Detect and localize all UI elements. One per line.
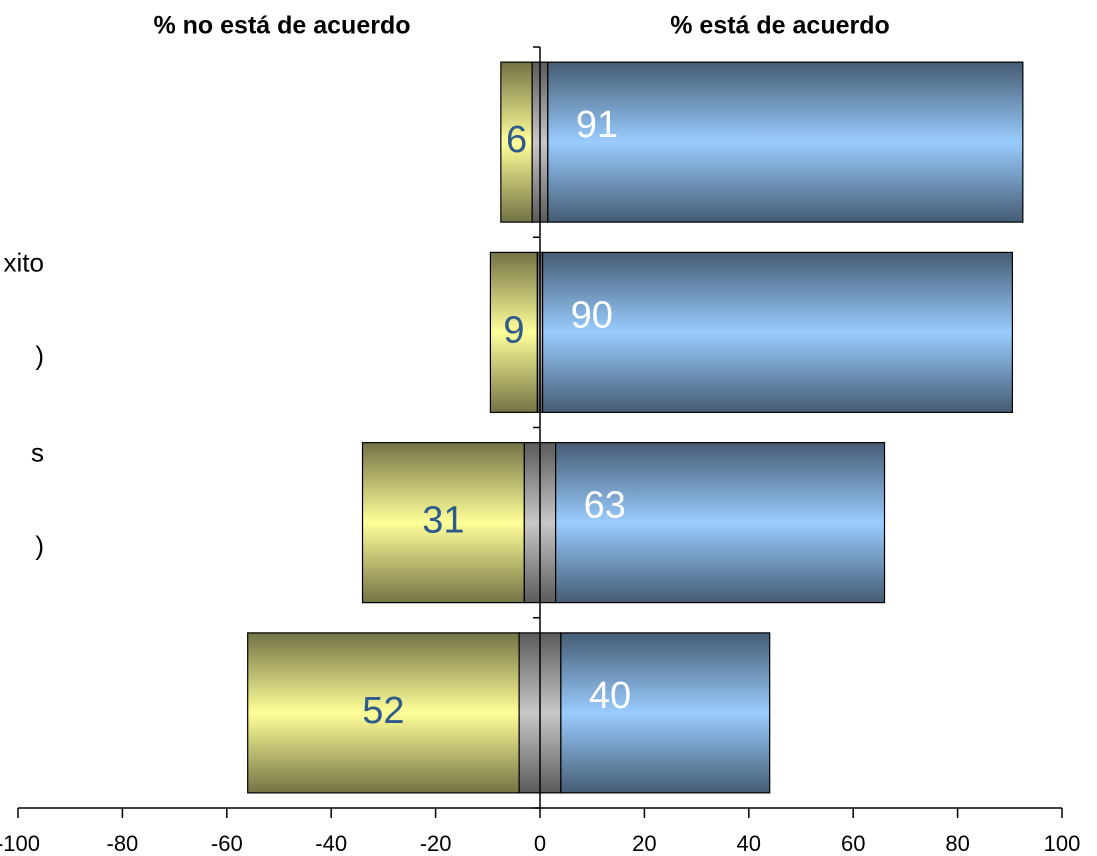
category-label: s <box>31 438 44 468</box>
x-tick-label: 0 <box>534 831 546 856</box>
data-label: 6 <box>506 119 527 161</box>
x-tick-label: -80 <box>107 831 139 856</box>
data-label: 90 <box>571 294 613 336</box>
x-tick-label: -40 <box>315 831 347 856</box>
category-label: xito <box>4 247 44 277</box>
bar-shade <box>547 61 1024 223</box>
bar-shade <box>542 251 1014 413</box>
data-label: 9 <box>503 309 524 351</box>
data-label: 40 <box>589 675 631 717</box>
x-tick-label: 40 <box>737 831 761 856</box>
category-label: ) <box>35 531 44 561</box>
bar-shade <box>560 632 771 794</box>
x-tick-label: 20 <box>632 831 656 856</box>
x-tick-label: -60 <box>211 831 243 856</box>
category-label: ) <box>35 340 44 370</box>
left-header: % no está de acuerdo <box>153 12 410 40</box>
bar-shade <box>555 442 886 604</box>
data-label: 91 <box>576 104 618 146</box>
bar-shade <box>247 632 520 794</box>
x-tick-label: -20 <box>420 831 452 856</box>
x-tick-label: 80 <box>945 831 969 856</box>
data-label: 31 <box>422 500 464 542</box>
x-tick-label: -100 <box>0 831 40 856</box>
x-tick-label: 60 <box>841 831 865 856</box>
data-label: 52 <box>362 690 404 732</box>
x-tick-label: 100 <box>1044 831 1081 856</box>
right-header: % está de acuerdo <box>670 12 890 40</box>
data-label: 63 <box>584 485 626 527</box>
